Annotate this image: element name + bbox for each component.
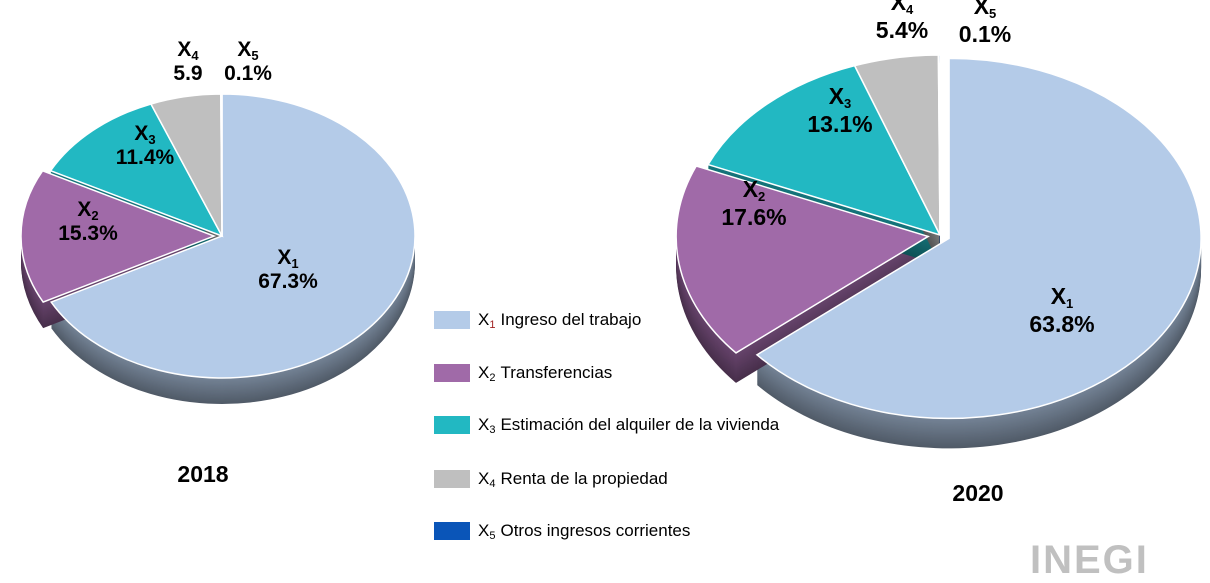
legend-swatch xyxy=(434,522,470,540)
label-2018-x1: X1X167.3% xyxy=(258,246,318,293)
slice-X2 xyxy=(20,169,217,303)
inegi-logo: INEGI xyxy=(1030,538,1149,582)
label-2020-x5: X5 0.1% xyxy=(958,0,1012,47)
legend-item-x5: X5 Otros ingresos corrientes xyxy=(434,521,690,542)
label-2020-x2: X2 17.6% xyxy=(721,176,787,230)
slice-X1 xyxy=(49,93,416,379)
legend-swatch xyxy=(434,311,470,329)
year-2018: 2018 xyxy=(177,461,229,487)
pie-charts xyxy=(20,54,1202,449)
label-2018-x4: X4 5.9 xyxy=(173,38,203,85)
legend-swatch xyxy=(434,470,470,488)
slice-X5 xyxy=(220,93,223,237)
label-2018-x2: X2 15.3% xyxy=(58,198,118,245)
label-2020-x1: X1 63.8% xyxy=(1029,283,1095,337)
label-2018-x5: X5 0.1% xyxy=(224,38,272,85)
slice-X3 xyxy=(49,103,224,238)
legend-swatch xyxy=(434,416,470,434)
legend-item-x1: X1 Ingreso del trabajo xyxy=(434,310,641,331)
slice-X3 xyxy=(706,64,942,237)
slice-X5 xyxy=(937,54,941,236)
slice-X1 xyxy=(755,57,1202,420)
year-2020: 2020 xyxy=(952,480,1004,506)
legend-item-x4: X4 Renta de la propiedad xyxy=(434,469,668,490)
slice-X2 xyxy=(675,165,930,354)
label-2018-x3: X3 11.4% xyxy=(115,122,175,169)
pie-2020 xyxy=(675,54,1202,449)
label-2020-x4: X4 5.4% xyxy=(875,0,929,43)
label-2020-x3: X3 13.1% xyxy=(807,83,873,137)
legend-item-x3: X3 Estimación del alquiler de la vivienda xyxy=(434,415,779,436)
legend-swatch xyxy=(434,364,470,382)
legend-item-x2: X2 Transferencias xyxy=(434,363,612,384)
pie-2018 xyxy=(20,93,416,404)
